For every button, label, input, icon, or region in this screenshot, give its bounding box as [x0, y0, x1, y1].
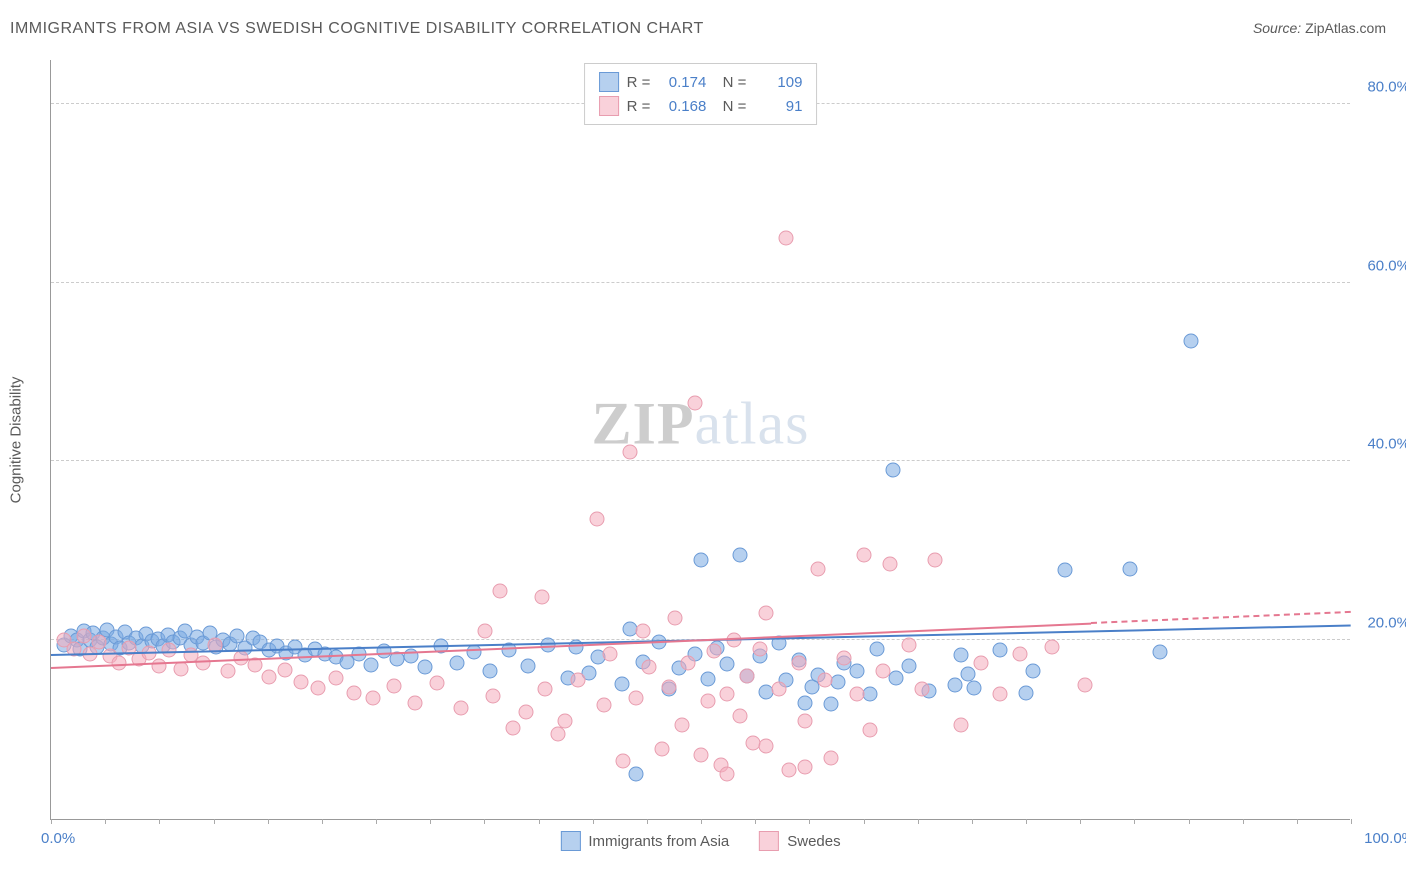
series-label-asia: Immigrants from Asia	[588, 833, 729, 850]
r-label: R =	[627, 74, 651, 91]
n-label: N =	[714, 74, 746, 91]
x-tick-mark	[484, 819, 485, 824]
x-tick-mark	[1243, 819, 1244, 824]
x-tick-mark	[647, 819, 648, 824]
x-tick-mark	[864, 819, 865, 824]
swatch-swedes	[599, 96, 619, 116]
x-tick-mark	[593, 819, 594, 824]
x-tick-mark	[376, 819, 377, 824]
trend-line-swedes	[51, 622, 1091, 668]
x-tick-mark	[51, 819, 52, 824]
n-value-swedes: 91	[754, 98, 802, 115]
y-tick-label: 80.0%	[1355, 78, 1406, 95]
x-tick-mark	[1026, 819, 1027, 824]
x-tick-mark	[214, 819, 215, 824]
x-tick-mark	[430, 819, 431, 824]
source-value: ZipAtlas.com	[1305, 20, 1386, 36]
x-axis-max-label: 100.0%	[1364, 830, 1406, 847]
chart-header: IMMIGRANTS FROM ASIA VS SWEDISH COGNITIV…	[10, 20, 1396, 50]
x-axis-min-label: 0.0%	[41, 830, 75, 847]
x-tick-mark	[539, 819, 540, 824]
source-label: Source:	[1253, 20, 1301, 36]
series-legend: Immigrants from Asia Swedes	[560, 831, 840, 851]
y-tick-label: 20.0%	[1355, 615, 1406, 632]
x-tick-mark	[322, 819, 323, 824]
y-axis-label: Cognitive Disability	[8, 376, 25, 503]
correlation-legend: R = 0.174 N = 109 R = 0.168 N = 91	[584, 63, 818, 125]
x-tick-mark	[1080, 819, 1081, 824]
x-tick-mark	[972, 819, 973, 824]
x-tick-mark	[1189, 819, 1190, 824]
swatch-asia	[599, 72, 619, 92]
legend-item-swedes: Swedes	[759, 831, 840, 851]
x-tick-mark	[1297, 819, 1298, 824]
x-tick-mark	[701, 819, 702, 824]
r-value-asia: 0.174	[658, 74, 706, 91]
x-tick-mark	[159, 819, 160, 824]
chart-title: IMMIGRANTS FROM ASIA VS SWEDISH COGNITIV…	[10, 20, 704, 37]
n-value-asia: 109	[754, 74, 802, 91]
x-tick-mark	[918, 819, 919, 824]
y-tick-label: 40.0%	[1355, 436, 1406, 453]
n-label: N =	[714, 98, 746, 115]
x-tick-mark	[1351, 819, 1352, 824]
y-tick-label: 60.0%	[1355, 257, 1406, 274]
legend-row-asia: R = 0.174 N = 109	[599, 70, 803, 94]
x-tick-mark	[809, 819, 810, 824]
swatch-asia	[560, 831, 580, 851]
trend-line-swedes	[1091, 611, 1351, 624]
x-tick-mark	[268, 819, 269, 824]
x-tick-mark	[1134, 819, 1135, 824]
legend-row-swedes: R = 0.168 N = 91	[599, 94, 803, 118]
swatch-swedes	[759, 831, 779, 851]
chart-plot-area: Cognitive Disability ZIPatlas 20.0%40.0%…	[50, 60, 1350, 820]
series-label-swedes: Swedes	[787, 833, 840, 850]
r-value-swedes: 0.168	[658, 98, 706, 115]
x-tick-mark	[105, 819, 106, 824]
source-attribution: Source: ZipAtlas.com	[1253, 20, 1386, 36]
legend-item-asia: Immigrants from Asia	[560, 831, 729, 851]
r-label: R =	[627, 98, 651, 115]
trend-lines-layer	[51, 60, 1350, 819]
x-tick-mark	[755, 819, 756, 824]
